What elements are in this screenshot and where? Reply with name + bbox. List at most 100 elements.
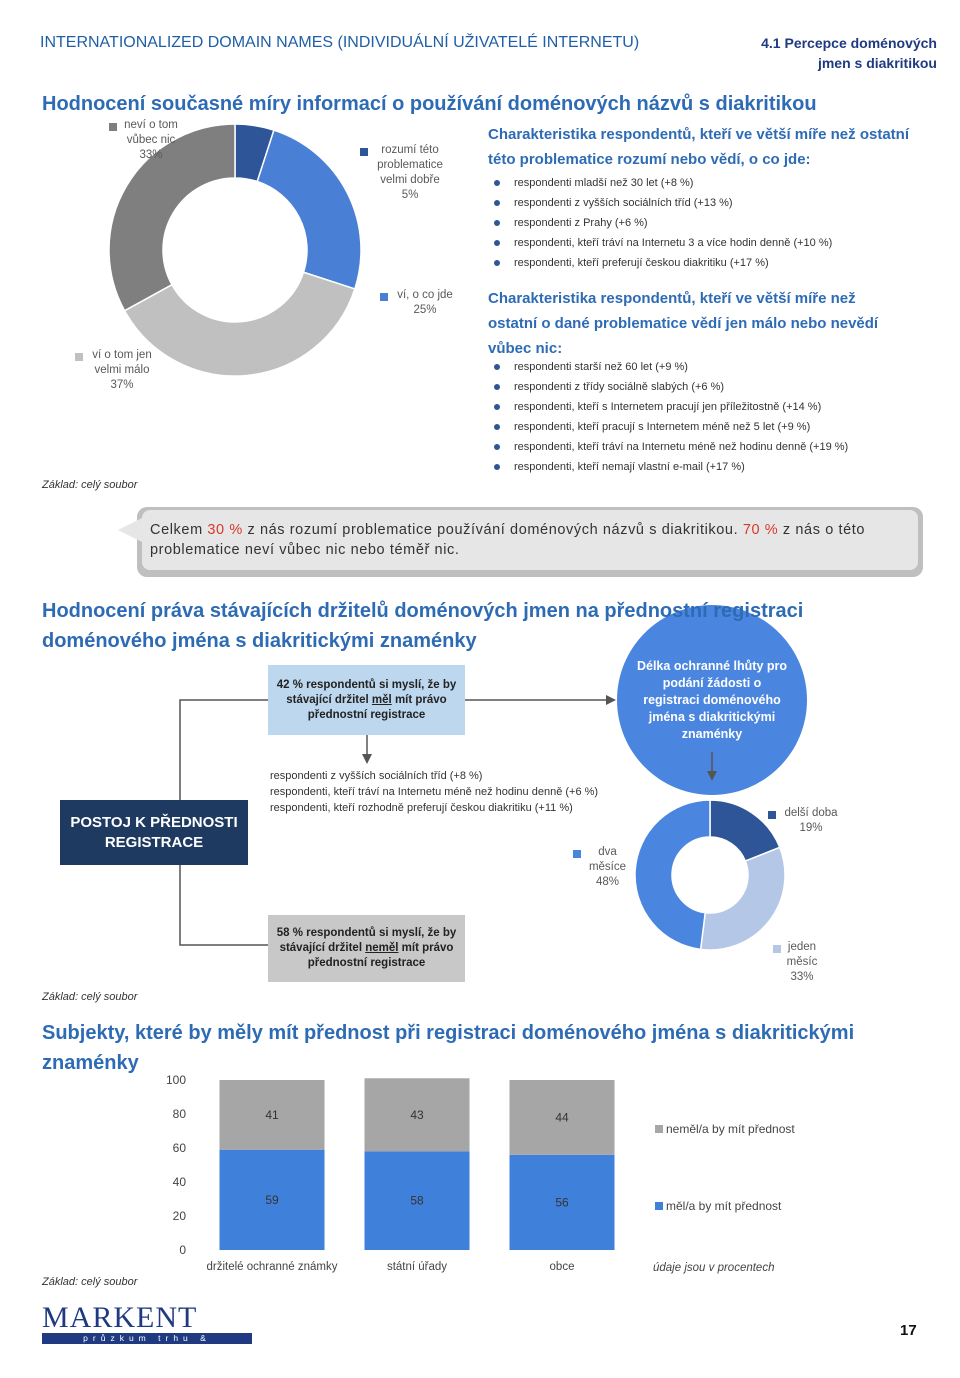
segment-label: ví, o co jde 25% [390,288,460,318]
x-tick-label: držitelé ochranné známky [206,1261,337,1273]
group-heading: Charakteristika respondentů, kteří ve vě… [488,290,879,357]
emphasis: neměl [365,942,399,954]
value-label: 5% [401,189,419,201]
list-item: respondenti, kteří tráví na Internetu 3 … [488,233,832,253]
no-box [268,915,465,982]
value-label: 33% [790,971,814,983]
category-label: delší doba [784,807,838,819]
callout-box [142,510,918,570]
legend-marker [655,1125,663,1133]
donut-segment [108,123,236,312]
bar-segment [219,1080,325,1150]
arrow-head [707,771,717,781]
category-label: ví, o co jde [397,289,453,301]
bullet-list: respondenti mladší než 30 let (+8 %) resp… [488,173,832,273]
segment-label: rozumí této problematice velmi dobře 5% [370,143,450,203]
list-item: respondenti, kteří pracují s Internetem … [488,417,848,437]
data-label: 56 [555,1195,569,1209]
list-item: respondenti starší než 60 let (+9 %) [488,357,848,377]
logo-tagline: průzkum trhu & marketing [83,1333,211,1354]
text: 58 % respondentů si myslí, že by stávají… [276,927,457,954]
period-circle [617,605,807,795]
donut-segment [699,846,786,951]
yes-box [268,665,465,735]
bullet-list: respondenti starší než 60 let (+9 %) resp… [488,357,848,477]
category-label: jeden měsíc [786,941,818,968]
bar-segment [219,1149,325,1250]
logo: MARKENT [42,1301,198,1334]
chart-note: údaje jsou v procentech [653,1262,774,1274]
y-tick-label: 80 [173,1107,187,1121]
list-item: respondenti, kteří rozhodně preferují če… [270,802,573,814]
data-label: 58 [410,1194,424,1208]
y-tick-label: 20 [173,1209,187,1223]
donut-segment [256,129,362,290]
data-label: 43 [410,1108,424,1122]
bar-segment [364,1078,470,1152]
list-item: respondenti, kteří s Internetem pracují … [488,397,848,417]
arrow-head [606,695,616,705]
list: respondenti z vyšších sociálních tříd (+… [270,768,598,816]
charts: 0 20 40 60 80 100 držitelé ochranné známky 59 41… [108,123,795,1274]
category-label: neví o tom vůbec nic [124,119,178,146]
no-text-inner: 58 % respondentů si myslí, že by stávají… [276,926,457,971]
base-note: Základ: celý soubor [42,1276,138,1288]
text: mít právo přednostní registrace [307,942,454,969]
yes-text: 42 % respondentů si myslí, že by stávají… [268,665,465,735]
list-item: respondenti z vyšších sociálních tříd (+… [488,193,832,213]
yes-text-inner: 42 % respondentů si myslí, že by stávají… [276,678,457,723]
text: mít právo přednostní registrace [307,693,447,721]
connector [179,699,268,800]
arrow-head [362,754,372,764]
emphasis: měl [371,693,392,706]
header-title: INTERNATIONALIZED DOMAIN NAMES (INDIVIDU… [40,34,640,51]
section-title: Subjekty, které by měly mít přednost při… [42,1022,855,1074]
legend-marker [573,850,581,858]
segment-label: jeden měsíc 33% [782,940,822,985]
y-tick-label: 40 [173,1175,187,1189]
data-label: 44 [555,1110,569,1124]
list-item: respondenti, kteří tráví na Internetu mé… [270,786,599,798]
legend-marker [75,353,83,361]
legend-marker [773,945,781,953]
summary: Celkem 30 % z nás rozumí problematice po… [150,520,890,560]
text: 42 % respondentů si myslí, že by stávají… [276,678,457,706]
legend-label: měl/a by mít přednost [666,1199,782,1213]
donut-segment [634,799,711,951]
attitude-text: POSTOJ K PŘEDNOSTI REGISTRACE [70,813,238,851]
summary-text: Celkem [150,522,208,538]
base-note: Základ: celý soubor [42,991,138,1003]
bar-segment [509,1154,615,1250]
segment-label: neví o tom vůbec nic 33% [116,118,186,163]
y-tick-label: 0 [179,1243,186,1257]
data-label: 41 [265,1108,279,1122]
y-tick-label: 100 [166,1073,186,1087]
page-number: 17 [900,1322,917,1339]
summary-text: z nás rozumí problematice používání domé… [242,522,743,538]
y-tick-label: 60 [173,1141,187,1155]
connector [179,865,268,946]
summary-text: z nás o této problematice neví vůbec nic… [150,522,866,558]
category-label: ví o tom jen velmi málo [92,349,152,376]
summary-highlight: 70 % [742,522,779,538]
segment-label: dva měsíce 48% [585,845,630,890]
summary-highlight: 30 % [207,522,243,538]
bar-segment [509,1080,615,1155]
attitude-box [60,800,248,865]
base-note: Základ: celý soubor [42,479,138,491]
list-item: respondenti mladší než 30 let (+8 %) [488,173,832,193]
logo-bar [42,1333,252,1344]
category-label: rozumí této problematice velmi dobře [377,144,443,186]
segment-label: delší doba 19% [778,806,844,836]
group-heading: Charakteristika respondentů, kteří ve vě… [488,126,909,168]
legend-label: neměl/a by mít přednost [666,1122,795,1136]
value-label: 37% [110,379,134,391]
segment-label: ví o tom jen velmi málo 37% [82,348,162,393]
header-section: 4.1 Percepce doménových jmen s diakritik… [761,35,937,71]
value-label: 48% [595,876,620,888]
bar-segment [364,1151,470,1250]
donut-segment [123,271,356,377]
legend-marker [768,811,776,819]
